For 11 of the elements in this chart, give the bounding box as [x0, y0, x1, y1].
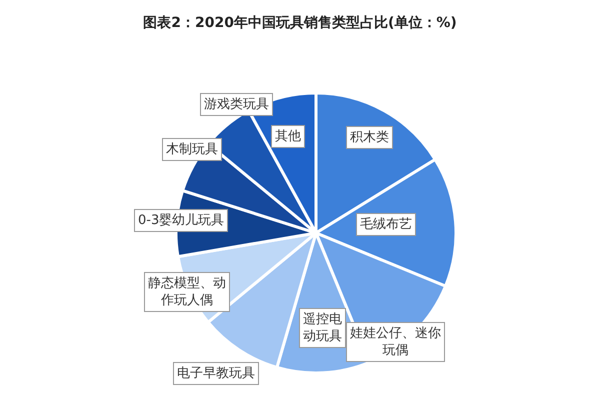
slice-label: 0-3婴幼儿玩具	[138, 213, 224, 228]
slice-label: 电子早教玩具	[177, 366, 255, 381]
slice-label: 积木类	[350, 130, 389, 145]
slice-label: 其他	[275, 129, 301, 144]
slice-label: 静态模型、动作玩人偶	[148, 276, 226, 308]
slice-label: 游戏类玩具	[204, 97, 269, 112]
slice-label: 毛绒布艺	[360, 217, 412, 232]
slice-label: 木制玩具	[166, 142, 218, 157]
slice-label: 娃娃公仔、迷你玩偶	[350, 326, 441, 358]
chart-title: 图表2：2020年中国玩具销售类型占比(单位：%)	[143, 14, 457, 31]
slice-label: 遥控电动玩具	[303, 312, 342, 344]
